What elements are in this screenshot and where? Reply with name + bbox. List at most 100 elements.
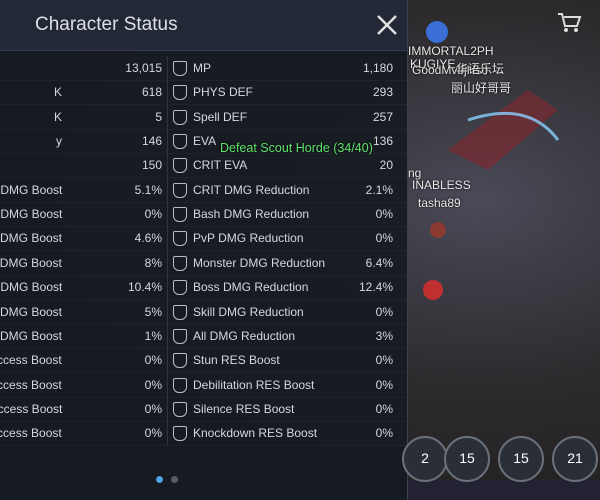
stat-label: Debilitation RES Boost	[193, 377, 315, 392]
shop-icon[interactable]	[556, 10, 582, 34]
stat-label: PvP DMG Reduction	[193, 231, 304, 246]
stat-value: 5	[155, 109, 162, 124]
player-name: INABLESS	[412, 178, 471, 192]
quest-text: Defeat Scout Horde (34/40)	[220, 141, 373, 155]
stat-value: 13,015	[125, 61, 162, 75]
stat-label: K DMG Boost	[0, 280, 63, 295]
column-divider	[167, 226, 168, 251]
status-panel: Character Status 13,015 MP 1,180 K 618 PHYS D…	[0, 0, 408, 500]
stat-value: 8%	[144, 255, 162, 270]
stat-icon	[173, 109, 187, 125]
skill-button[interactable]: 2	[402, 436, 448, 482]
cooldown: 15	[459, 450, 475, 466]
column-divider	[167, 421, 168, 446]
skill-button[interactable]: 15	[444, 436, 490, 482]
stat-label: Success Boost	[0, 401, 63, 416]
close-button[interactable]	[375, 13, 399, 37]
stat-icon	[173, 401, 187, 417]
stat-icon	[173, 85, 187, 101]
stat-value: 0%	[375, 353, 393, 368]
stat-value: 1,180	[362, 61, 393, 75]
column-divider	[167, 153, 168, 178]
stat-label: K DMG Boost	[0, 182, 63, 197]
stat-value: 4.6%	[134, 231, 162, 246]
stat-icon	[173, 328, 187, 344]
stat-value: 0%	[144, 401, 162, 416]
stat-value: 0%	[375, 377, 393, 392]
game-scene	[408, 90, 600, 500]
stat-value: 0%	[144, 426, 162, 441]
stat-row: own Success Boost 0% Knockdown RES Boost 0%	[0, 421, 407, 447]
player-name: GoodMvbjHso	[412, 63, 489, 77]
stat-label: Silence RES Boost	[193, 401, 295, 416]
column-divider	[167, 348, 168, 373]
stat-row: K 5 Spell DEF 257	[0, 104, 407, 130]
stat-label: Stun RES Boost	[193, 353, 280, 368]
stat-row: Success Boost 0% Silence RES Boost 0%	[0, 396, 407, 422]
column-divider	[167, 177, 168, 202]
stat-value: 1%	[144, 328, 162, 343]
cart	[558, 13, 582, 32]
page-dot-active[interactable]	[156, 476, 163, 483]
player-name: IMMORTAL2PH	[408, 44, 494, 58]
stat-value: 5%	[144, 304, 162, 319]
cooldown: 2	[421, 450, 429, 466]
player-name: KUGIYE	[410, 57, 456, 71]
stat-label: K	[54, 85, 63, 100]
stat-icon	[173, 426, 187, 442]
stat-value: 293	[372, 85, 393, 100]
stat-row: ATK DMG Boost 8% Monster DMG Reduction 6.4%	[0, 250, 407, 276]
stat-label: Spell DEF	[193, 109, 248, 124]
stat-label: CRIT EVA	[193, 158, 248, 173]
title-bar: Character Status	[0, 0, 407, 51]
stat-icon	[173, 207, 187, 223]
stat-icon	[173, 255, 187, 271]
stat-icon	[173, 353, 187, 369]
stat-label: ATK DMG Boost	[0, 255, 62, 270]
stat-icon	[173, 377, 187, 393]
stat-label: EVA	[193, 134, 217, 149]
stat-icon	[173, 158, 187, 174]
cooldown: 21	[567, 450, 583, 466]
stat-value: 150	[141, 158, 162, 173]
stat-value: 0%	[375, 207, 393, 222]
column-divider	[167, 129, 168, 154]
skill-button[interactable]: 21	[552, 436, 598, 482]
stat-label: Boss DMG Reduction	[193, 280, 309, 295]
column-divider	[167, 202, 168, 227]
stat-value: 3%	[375, 328, 393, 343]
stat-label: All DMG Reduction	[193, 328, 296, 343]
stat-label: PHYS DEF	[193, 85, 254, 100]
stat-icon	[173, 134, 187, 150]
stat-value: 136	[372, 134, 393, 149]
column-divider	[167, 80, 168, 105]
column-divider	[167, 250, 168, 275]
page-dot[interactable]	[171, 476, 178, 483]
stat-label: y	[56, 134, 62, 149]
stat-row: ition Success Boost 0% Debilitation RES Bo…	[0, 372, 407, 398]
stat-value: 5.1%	[134, 182, 162, 197]
stat-label: Bash DMG Reduction	[193, 207, 310, 222]
stat-value: 0%	[144, 377, 162, 392]
stat-icon	[173, 304, 187, 320]
skill-button[interactable]: 15	[498, 436, 544, 482]
stat-label: Skill DMG Reduction	[193, 304, 304, 319]
stat-value: 6.4%	[365, 255, 393, 270]
stat-value: 0%	[144, 353, 162, 368]
column-divider	[167, 396, 168, 421]
stat-value: 0%	[144, 207, 162, 222]
stat-row: K DMG Boost 10.4% Boss DMG Reduction 12.4%	[0, 275, 407, 301]
panel-title: Character Status	[35, 14, 178, 35]
stat-label: MP	[193, 61, 211, 75]
stat-value: 20	[379, 158, 393, 173]
stat-icon	[173, 182, 187, 198]
stat-value: 0%	[375, 426, 393, 441]
stat-value: 146	[141, 134, 162, 149]
player-name: 丽山好哥哥	[451, 81, 512, 95]
stat-row: 150 CRIT EVA 20	[0, 153, 407, 179]
stat-label: Knockdown RES Boost	[193, 426, 318, 441]
stat-row: DMG Boost 1% All DMG Reduction 3%	[0, 323, 407, 349]
stat-row: y 146 EVA 136	[0, 129, 407, 155]
player-name: tasha89	[418, 196, 461, 210]
